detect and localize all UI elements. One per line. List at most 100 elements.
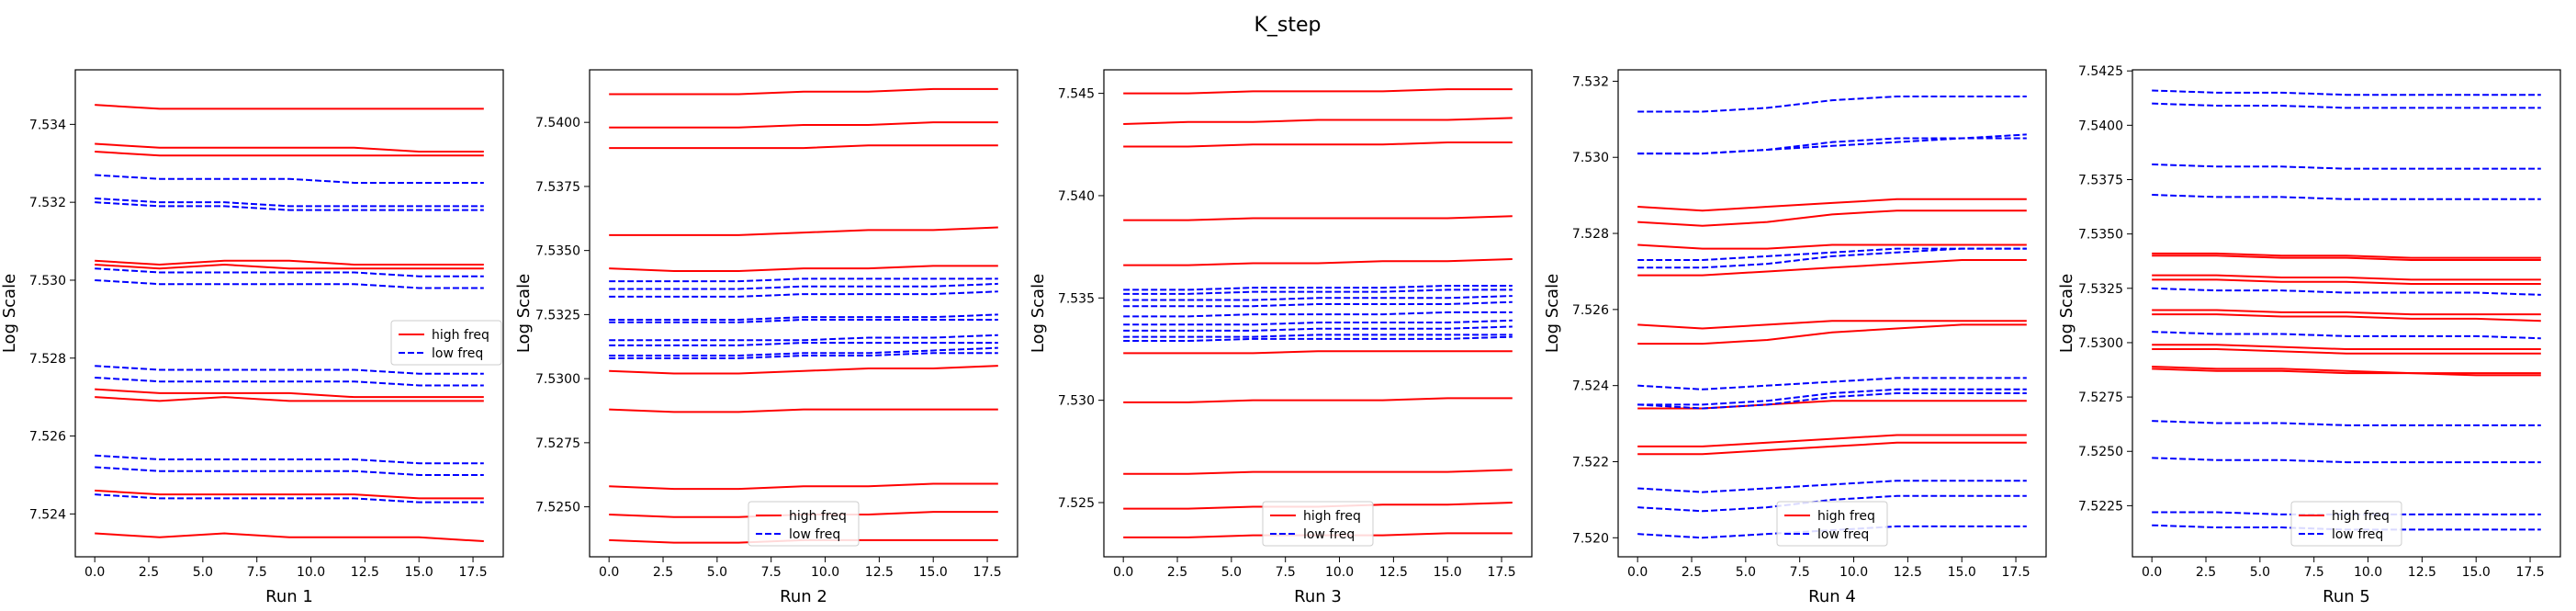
low-freq-legend-label: low freq xyxy=(1303,527,1355,542)
high-freq-line-10 xyxy=(2152,368,2541,377)
high-freq-line-7 xyxy=(1123,397,1513,403)
y-tick-label: 7.532 xyxy=(29,196,66,210)
x-tick-label: 5.0 xyxy=(1221,565,1242,580)
low-freq-line-11 xyxy=(95,197,484,208)
y-tick-label: 7.5325 xyxy=(2078,282,2123,297)
y-tick-label: 7.5325 xyxy=(535,308,580,322)
low-freq-line-17 xyxy=(609,342,998,346)
low-freq-line-12 xyxy=(1123,289,1513,295)
high-freq-line-9 xyxy=(2152,365,2541,375)
y-tick-label: 7.5375 xyxy=(2078,173,2123,187)
low-freq-line-11 xyxy=(2152,89,2541,96)
high-freq-line-2 xyxy=(2152,255,2541,262)
high-freq-line-9 xyxy=(95,532,484,543)
x-tick-label: 15.0 xyxy=(2462,565,2491,580)
low-freq-line-12 xyxy=(1637,137,2027,155)
high-freq-line-6 xyxy=(1637,323,2027,345)
low-freq-line-16 xyxy=(2152,331,2541,340)
subplot-run-5: 0.0 2.5 5.0 7.5 10.0 12.5 15.0 17.5 7.5225 7.5250… xyxy=(2057,64,2561,606)
low-freq-line-18 xyxy=(1123,334,1513,338)
axes-frame-run-4 xyxy=(1617,69,2047,558)
x-tick-label: 7.5 xyxy=(761,565,782,580)
x-tick-label: 2.5 xyxy=(139,565,159,580)
low-freq-line-15 xyxy=(95,365,484,375)
low-freq-legend-label: low freq xyxy=(2332,527,2383,542)
low-freq-line-19 xyxy=(1123,335,1513,343)
low-freq-line-18 xyxy=(95,466,484,476)
high-freq-line-8 xyxy=(2152,348,2541,355)
high-freq-line-7 xyxy=(95,396,484,402)
low-freq-line-16 xyxy=(1123,319,1513,326)
x-tick-label: 7.5 xyxy=(2304,565,2324,580)
series-group-run-5 xyxy=(2152,89,2541,531)
y-tick-label: 7.5250 xyxy=(2078,445,2123,459)
high-freq-line-3 xyxy=(95,151,484,157)
high-freq-legend-label: high freq xyxy=(789,509,847,524)
high-freq-legend-label: high freq xyxy=(2332,509,2390,524)
y-tick-label: 7.534 xyxy=(29,118,66,132)
high-freq-line-5 xyxy=(1123,257,1513,266)
low-freq-line-12 xyxy=(609,282,998,290)
low-freq-line-19 xyxy=(609,352,998,359)
y-tick-label: 7.520 xyxy=(1572,531,1609,546)
low-freq-line-18 xyxy=(2152,457,2541,464)
x-tick-label: 17.5 xyxy=(1487,565,1515,580)
x-tick-label: 10.0 xyxy=(2354,565,2382,580)
x-tick-label: 7.5 xyxy=(1276,565,1296,580)
x-axis-label-run-4: Run 4 xyxy=(1808,587,1856,606)
low-freq-line-19 xyxy=(1637,494,2027,513)
high-freq-line-8 xyxy=(609,482,998,491)
high-freq-line-5 xyxy=(2152,309,2541,316)
y-tick-label: 7.5350 xyxy=(535,244,580,259)
low-freq-line-16 xyxy=(609,334,998,342)
series-group-run-3 xyxy=(1123,88,1513,538)
x-axis-label-run-3: Run 3 xyxy=(1294,587,1342,606)
y-axis-label-run-1: Log Scale xyxy=(0,274,19,353)
y-tick-label: 7.5275 xyxy=(535,436,580,451)
y-tick-label: 7.530 xyxy=(1572,151,1609,165)
x-tick-label: 2.5 xyxy=(1682,565,1702,580)
low-freq-line-14 xyxy=(95,278,484,289)
high-freq-line-5 xyxy=(1637,320,2027,330)
subplot-grid: 0.0 2.5 5.0 7.5 10.0 12.5 15.0 17.5 7.524 7.526 7.… xyxy=(0,64,2561,606)
x-tick-label: 10.0 xyxy=(1839,565,1868,580)
high-freq-line-2 xyxy=(1123,117,1513,126)
legend-run-4: high freq low freq xyxy=(1776,501,1888,547)
x-tick-label: 2.5 xyxy=(2196,565,2216,580)
x-tick-label: 12.5 xyxy=(1379,565,1408,580)
legend-run-5: high freq low freq xyxy=(2290,501,2402,547)
y-tick-label: 7.5400 xyxy=(535,116,580,130)
x-tick-label: 0.0 xyxy=(1113,565,1133,580)
axes-frame-run-1 xyxy=(74,69,504,558)
y-tick-label: 7.535 xyxy=(1058,291,1095,306)
x-tick-label: 17.5 xyxy=(973,565,1001,580)
x-tick-label: 0.0 xyxy=(1627,565,1648,580)
y-tick-label: 7.5425 xyxy=(2078,64,2123,79)
legend-run-3: high freq low freq xyxy=(1262,501,1374,547)
low-freq-line-14 xyxy=(1637,247,2027,269)
y-tick-label: 7.5275 xyxy=(2078,390,2123,405)
x-tick-label: 17.5 xyxy=(2001,565,2030,580)
low-freq-legend-label: low freq xyxy=(1817,527,1869,542)
legend-run-1: high freq low freq xyxy=(390,320,502,366)
x-tick-label: 2.5 xyxy=(1167,565,1187,580)
y-tick-label: 7.526 xyxy=(29,430,66,445)
high-freq-legend-label: high freq xyxy=(1303,509,1361,524)
y-tick-label: 7.5300 xyxy=(535,372,580,387)
low-freq-line-16 xyxy=(95,376,484,387)
high-freq-line-9 xyxy=(1637,441,2027,456)
low-freq-line-11 xyxy=(609,277,998,283)
low-freq-line-11 xyxy=(1123,284,1513,291)
low-freq-line-18 xyxy=(609,346,998,357)
high-freq-line-3 xyxy=(609,144,998,150)
high-freq-line-6 xyxy=(95,388,484,399)
y-tick-label: 7.5225 xyxy=(2078,499,2123,514)
high-freq-line-6 xyxy=(2152,313,2541,322)
high-freq-line-7 xyxy=(2152,344,2541,351)
legend-run-2: high freq low freq xyxy=(748,501,860,547)
high-freq-line-4 xyxy=(609,226,998,236)
low-freq-line-19 xyxy=(95,493,484,504)
y-tick-label: 7.530 xyxy=(29,274,66,289)
subplot-run-1: 0.0 2.5 5.0 7.5 10.0 12.5 15.0 17.5 7.524 7.526 7.… xyxy=(0,69,504,606)
